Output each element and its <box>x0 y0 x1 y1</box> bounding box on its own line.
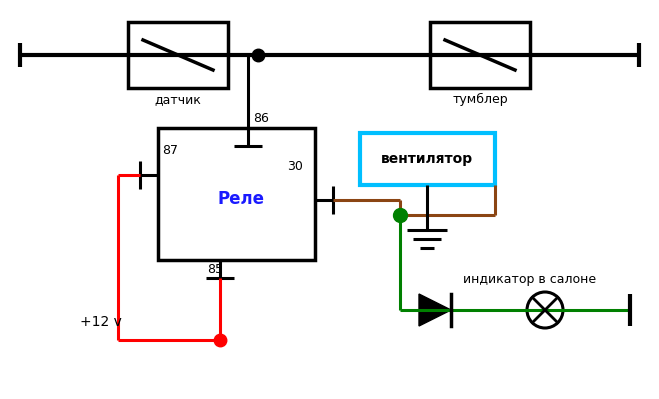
Text: Реле: Реле <box>217 190 264 208</box>
Bar <box>360 133 495 185</box>
Text: вентилятор: вентилятор <box>381 152 473 166</box>
Text: 85: 85 <box>207 263 223 276</box>
Text: 30: 30 <box>287 160 303 173</box>
Bar <box>158 128 315 260</box>
Text: индикатор в салоне: индикатор в салоне <box>463 273 596 286</box>
Text: 86: 86 <box>253 112 269 125</box>
Text: 87: 87 <box>162 144 178 157</box>
Text: +12 v: +12 v <box>80 315 122 329</box>
Polygon shape <box>419 294 451 326</box>
Bar <box>128 22 228 88</box>
Text: датчик: датчик <box>155 93 202 106</box>
Bar <box>430 22 530 88</box>
Text: тумблер: тумблер <box>452 93 508 106</box>
